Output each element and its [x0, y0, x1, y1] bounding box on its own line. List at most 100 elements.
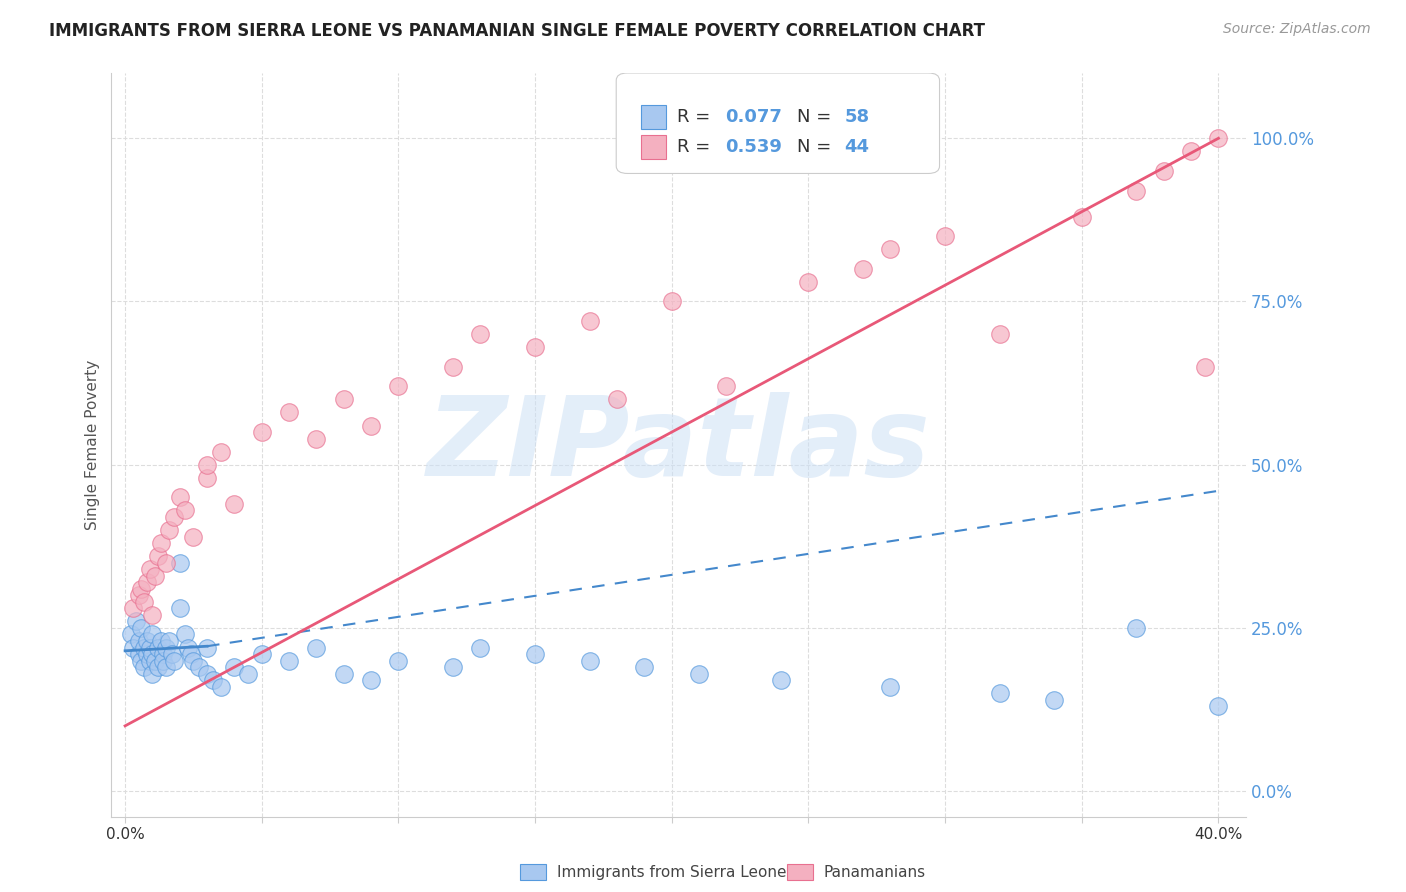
Point — [131, 582, 153, 596]
Point — [195, 458, 218, 472]
Text: IMMIGRANTS FROM SIERRA LEONE VS PANAMANIAN SINGLE FEMALE POVERTY CORRELATION CHA: IMMIGRANTS FROM SIERRA LEONE VS PANAMANI… — [49, 22, 986, 40]
Point — [224, 497, 246, 511]
Point — [770, 673, 793, 688]
Point — [141, 647, 163, 661]
Point — [661, 294, 683, 309]
Y-axis label: Single Female Poverty: Single Female Poverty — [86, 360, 100, 530]
Point — [688, 666, 710, 681]
Point — [163, 654, 186, 668]
Point — [138, 654, 160, 668]
Point — [278, 405, 301, 419]
Point — [195, 471, 218, 485]
Point — [988, 327, 1011, 342]
Point — [128, 634, 150, 648]
Point — [201, 673, 224, 688]
Bar — [641, 105, 666, 128]
Point — [578, 654, 600, 668]
Point — [152, 647, 174, 661]
Point — [146, 549, 169, 563]
Text: N =: N = — [797, 108, 837, 126]
Point — [224, 660, 246, 674]
Point — [441, 359, 464, 374]
Point — [122, 640, 145, 655]
Point — [146, 640, 169, 655]
Point — [143, 568, 166, 582]
Text: Source: ZipAtlas.com: Source: ZipAtlas.com — [1223, 22, 1371, 37]
Text: 0.539: 0.539 — [725, 137, 782, 156]
Point — [174, 503, 197, 517]
Point — [387, 654, 409, 668]
Point — [180, 647, 202, 661]
Point — [332, 392, 354, 407]
Bar — [641, 135, 666, 159]
Point — [136, 647, 159, 661]
Point — [138, 562, 160, 576]
Point — [149, 634, 172, 648]
Point — [209, 680, 232, 694]
Point — [141, 666, 163, 681]
Point — [305, 640, 328, 655]
Text: 40.0%: 40.0% — [1194, 827, 1243, 842]
Point — [1208, 131, 1230, 145]
Point — [157, 523, 180, 537]
Text: 44: 44 — [844, 137, 869, 156]
Point — [169, 556, 191, 570]
Point — [152, 654, 174, 668]
Point — [131, 621, 153, 635]
Point — [138, 640, 160, 655]
Point — [149, 536, 172, 550]
Point — [160, 647, 183, 661]
Point — [136, 634, 159, 648]
Point — [1070, 210, 1092, 224]
Point — [209, 444, 232, 458]
Point — [578, 314, 600, 328]
Point — [131, 654, 153, 668]
Point — [125, 615, 148, 629]
Point — [195, 666, 218, 681]
Text: ZIPatlas: ZIPatlas — [427, 392, 931, 499]
Point — [141, 607, 163, 622]
Point — [250, 425, 273, 439]
Point — [174, 627, 197, 641]
Point — [332, 666, 354, 681]
Point — [797, 275, 820, 289]
Point — [169, 491, 191, 505]
Point — [716, 379, 738, 393]
Point — [143, 654, 166, 668]
Point — [988, 686, 1011, 700]
Point — [183, 654, 205, 668]
Point — [155, 660, 177, 674]
Text: Immigrants from Sierra Leone: Immigrants from Sierra Leone — [557, 865, 786, 880]
Text: Panamanians: Panamanians — [824, 865, 927, 880]
Point — [136, 575, 159, 590]
Point — [1043, 692, 1066, 706]
Point — [1125, 621, 1147, 635]
Point — [606, 392, 628, 407]
Point — [120, 627, 142, 641]
Point — [122, 601, 145, 615]
Point — [157, 634, 180, 648]
Point — [169, 601, 191, 615]
Point — [1208, 699, 1230, 714]
Point — [155, 556, 177, 570]
FancyBboxPatch shape — [616, 73, 939, 173]
Point — [1153, 164, 1175, 178]
Point — [470, 640, 492, 655]
Point — [128, 647, 150, 661]
Point — [387, 379, 409, 393]
Point — [524, 647, 547, 661]
Text: R =: R = — [678, 108, 717, 126]
Point — [134, 660, 156, 674]
Point — [441, 660, 464, 674]
Point — [852, 261, 875, 276]
Point — [879, 680, 901, 694]
Point — [250, 647, 273, 661]
Point — [141, 627, 163, 641]
Point — [879, 242, 901, 256]
Point — [146, 660, 169, 674]
Point — [187, 660, 209, 674]
Point — [155, 640, 177, 655]
Text: N =: N = — [797, 137, 837, 156]
Point — [183, 529, 205, 543]
Point — [360, 418, 382, 433]
